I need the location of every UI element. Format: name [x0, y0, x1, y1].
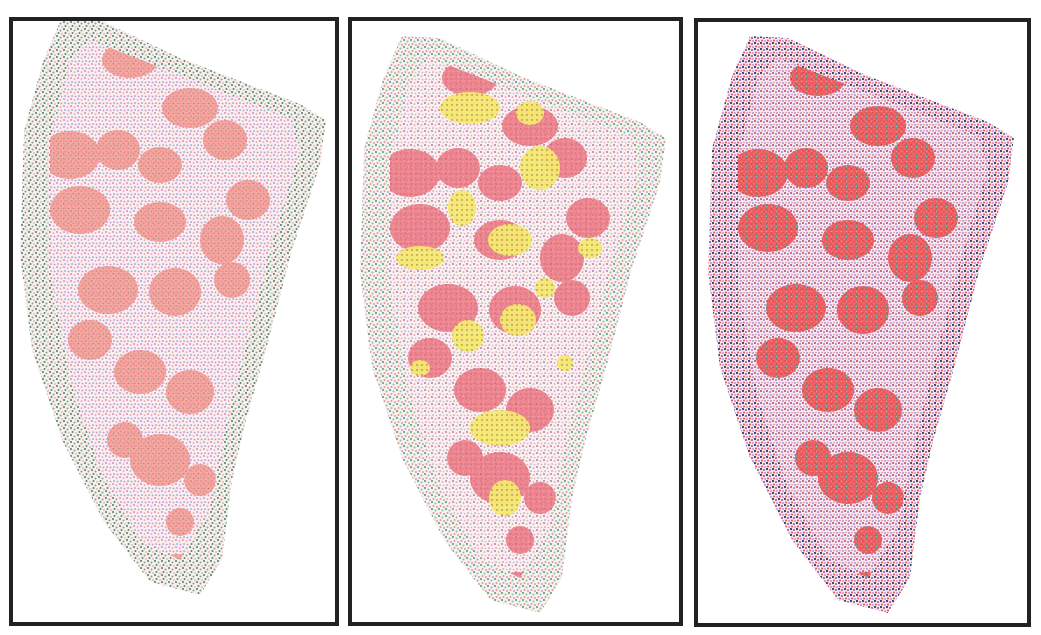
panel-frame	[694, 18, 1031, 627]
panel-frame	[348, 17, 683, 626]
panel-frame	[9, 17, 339, 626]
panel-1	[20, 18, 326, 595]
panel-2	[360, 36, 666, 613]
panel-3	[708, 36, 1014, 613]
